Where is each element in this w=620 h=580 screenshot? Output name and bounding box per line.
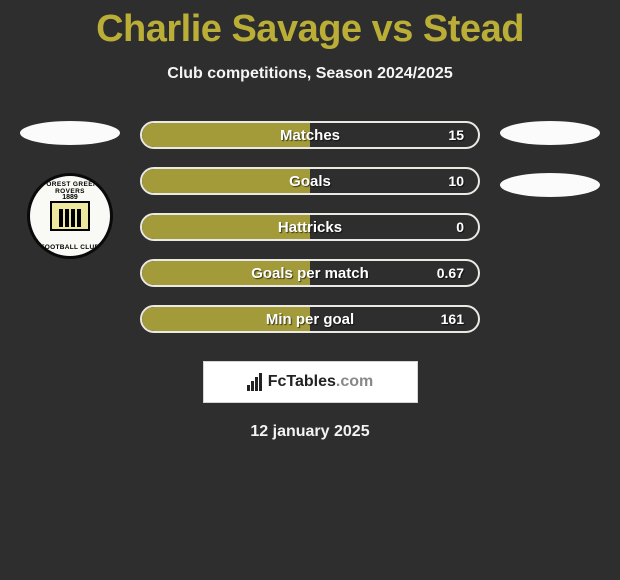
bars-icon <box>247 373 262 391</box>
comparison-bars: Matches15 Goals10 Hattricks0 Goals per matc… <box>140 121 480 333</box>
stat-bar: Matches15 <box>140 121 480 149</box>
badge-year: 1889 <box>62 194 78 201</box>
content-area: FOREST GREEN ROVERS 1889 FOOTBALL CLUB M… <box>0 121 620 333</box>
footer-brand-text: FcTables.com <box>268 373 374 391</box>
badge-top-text: FOREST GREEN ROVERS <box>30 181 110 195</box>
stat-bar: Min per goal161 <box>140 305 480 333</box>
stat-bar-value: 161 <box>441 311 464 327</box>
stat-bar-label: Goals <box>142 173 478 190</box>
stat-bar-label: Goals per match <box>142 265 478 282</box>
stat-bar-value: 10 <box>448 173 464 189</box>
date-line: 12 january 2025 <box>0 423 620 441</box>
stat-bar-value: 0.67 <box>437 265 464 281</box>
footer-brand-suffix: .com <box>336 373 373 390</box>
left-column: FOREST GREEN ROVERS 1889 FOOTBALL CLUB <box>10 121 130 259</box>
footer-brand-name: FcTables <box>268 373 336 390</box>
player-name-ellipse-left <box>20 121 120 145</box>
badge-bottom-text: FOOTBALL CLUB <box>30 244 110 251</box>
stat-bar-value: 15 <box>448 127 464 143</box>
right-column <box>490 121 610 225</box>
footer-brand-badge: FcTables.com <box>203 361 418 403</box>
stat-bar-label: Min per goal <box>142 311 478 328</box>
stat-bar: Goals per match0.67 <box>140 259 480 287</box>
club-badge-right-placeholder <box>500 173 600 197</box>
subtitle: Club competitions, Season 2024/2025 <box>0 65 620 83</box>
player-name-ellipse-right <box>500 121 600 145</box>
stat-bar: Goals10 <box>140 167 480 195</box>
badge-center-icon <box>50 201 90 231</box>
stat-bar-label: Hattricks <box>142 219 478 236</box>
stat-bar-value: 0 <box>456 219 464 235</box>
stat-bar-label: Matches <box>142 127 478 144</box>
stat-bar: Hattricks0 <box>140 213 480 241</box>
page-title: Charlie Savage vs Stead <box>0 0 620 51</box>
club-badge-left: FOREST GREEN ROVERS 1889 FOOTBALL CLUB <box>27 173 113 259</box>
